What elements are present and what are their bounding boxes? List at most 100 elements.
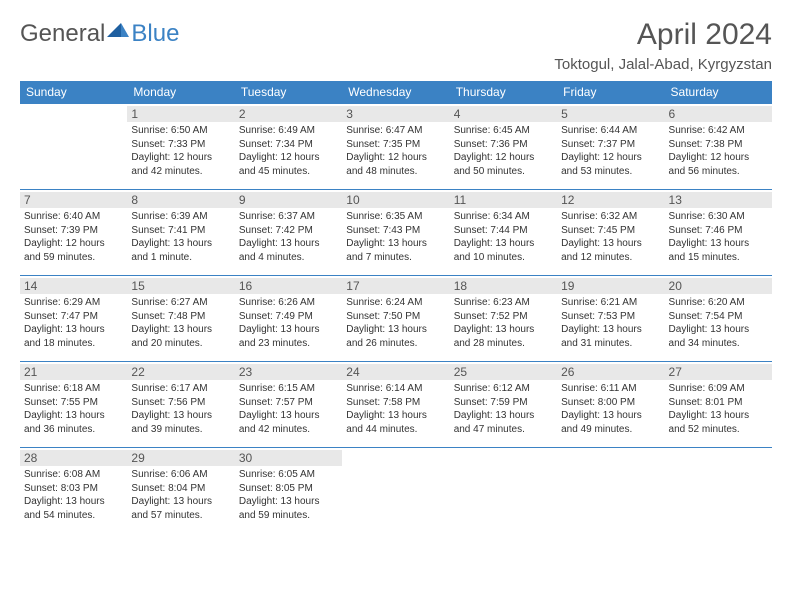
- day-number: 23: [235, 364, 342, 380]
- day-info: Sunrise: 6:42 AMSunset: 7:38 PMDaylight:…: [669, 124, 768, 178]
- day-header-row: SundayMondayTuesdayWednesdayThursdayFrid…: [20, 81, 772, 104]
- day-number: 4: [450, 106, 557, 122]
- calendar-week-row: 7Sunrise: 6:40 AMSunset: 7:39 PMDaylight…: [20, 190, 772, 276]
- day-number: 9: [235, 192, 342, 208]
- calendar-day-cell: 4 Sunrise: 6:45 AMSunset: 7:36 PMDaylight…: [450, 104, 557, 190]
- calendar-day-cell: 7Sunrise: 6:40 AMSunset: 7:39 PMDaylight…: [20, 190, 127, 276]
- day-info: Sunrise: 6:08 AMSunset: 8:03 PMDaylight:…: [24, 468, 123, 522]
- day-number: 15: [127, 278, 234, 294]
- day-info: Sunrise: 6:24 AMSunset: 7:50 PMDaylight:…: [346, 296, 445, 350]
- calendar-empty-cell: [450, 448, 557, 534]
- title-block: April 2024 Toktogul, Jalal-Abad, Kyrgyzs…: [554, 18, 772, 73]
- day-number: 16: [235, 278, 342, 294]
- header: General Blue April 2024 Toktogul, Jalal-…: [20, 18, 772, 73]
- logo: General Blue: [20, 20, 179, 48]
- day-number: 1: [127, 106, 234, 122]
- day-info: Sunrise: 6:32 AMSunset: 7:45 PMDaylight:…: [561, 210, 660, 264]
- calendar-day-cell: 22 Sunrise: 6:17 AMSunset: 7:56 PMDayligh…: [127, 362, 234, 448]
- calendar-day-cell: 27 Sunrise: 6:09 AMSunset: 8:01 PMDayligh…: [665, 362, 772, 448]
- day-info: Sunrise: 6:26 AMSunset: 7:49 PMDaylight:…: [239, 296, 338, 350]
- calendar-day-cell: 29 Sunrise: 6:06 AMSunset: 8:04 PMDayligh…: [127, 448, 234, 534]
- day-info: Sunrise: 6:06 AMSunset: 8:04 PMDaylight:…: [131, 468, 230, 522]
- day-number: 26: [557, 364, 664, 380]
- day-info: Sunrise: 6:14 AMSunset: 7:58 PMDaylight:…: [346, 382, 445, 436]
- calendar-empty-cell: [20, 104, 127, 190]
- day-number: 8: [127, 192, 234, 208]
- day-info: Sunrise: 6:49 AMSunset: 7:34 PMDaylight:…: [239, 124, 338, 178]
- day-info: Sunrise: 6:21 AMSunset: 7:53 PMDaylight:…: [561, 296, 660, 350]
- day-info: Sunrise: 6:05 AMSunset: 8:05 PMDaylight:…: [239, 468, 338, 522]
- calendar-week-row: 21Sunrise: 6:18 AMSunset: 7:55 PMDayligh…: [20, 362, 772, 448]
- calendar-day-cell: 16 Sunrise: 6:26 AMSunset: 7:49 PMDayligh…: [235, 276, 342, 362]
- calendar-day-cell: 8 Sunrise: 6:39 AMSunset: 7:41 PMDaylight…: [127, 190, 234, 276]
- calendar-day-cell: 20 Sunrise: 6:20 AMSunset: 7:54 PMDayligh…: [665, 276, 772, 362]
- day-header: Saturday: [665, 81, 772, 104]
- day-info: Sunrise: 6:09 AMSunset: 8:01 PMDaylight:…: [669, 382, 768, 436]
- month-title: April 2024: [554, 18, 772, 52]
- day-number: 14: [20, 278, 127, 294]
- calendar-empty-cell: [665, 448, 772, 534]
- calendar-week-row: 1Sunrise: 6:50 AMSunset: 7:33 PMDaylight…: [20, 104, 772, 190]
- day-info: Sunrise: 6:47 AMSunset: 7:35 PMDaylight:…: [346, 124, 445, 178]
- day-info: Sunrise: 6:17 AMSunset: 7:56 PMDaylight:…: [131, 382, 230, 436]
- day-info: Sunrise: 6:34 AMSunset: 7:44 PMDaylight:…: [454, 210, 553, 264]
- day-number: 12: [557, 192, 664, 208]
- calendar-day-cell: 13 Sunrise: 6:30 AMSunset: 7:46 PMDayligh…: [665, 190, 772, 276]
- day-header: Wednesday: [342, 81, 449, 104]
- day-number: 27: [665, 364, 772, 380]
- day-number: 17: [342, 278, 449, 294]
- logo-text-blue: Blue: [131, 20, 179, 48]
- day-info: Sunrise: 6:27 AMSunset: 7:48 PMDaylight:…: [131, 296, 230, 350]
- day-number: 19: [557, 278, 664, 294]
- day-info: Sunrise: 6:45 AMSunset: 7:36 PMDaylight:…: [454, 124, 553, 178]
- day-info: Sunrise: 6:15 AMSunset: 7:57 PMDaylight:…: [239, 382, 338, 436]
- day-info: Sunrise: 6:23 AMSunset: 7:52 PMDaylight:…: [454, 296, 553, 350]
- day-info: Sunrise: 6:37 AMSunset: 7:42 PMDaylight:…: [239, 210, 338, 264]
- day-number: 22: [127, 364, 234, 380]
- calendar-week-row: 14Sunrise: 6:29 AMSunset: 7:47 PMDayligh…: [20, 276, 772, 362]
- calendar-day-cell: 5Sunrise: 6:44 AMSunset: 7:37 PMDaylight…: [557, 104, 664, 190]
- day-number: 20: [665, 278, 772, 294]
- calendar-day-cell: 11 Sunrise: 6:34 AMSunset: 7:44 PMDayligh…: [450, 190, 557, 276]
- day-info: Sunrise: 6:40 AMSunset: 7:39 PMDaylight:…: [24, 210, 123, 264]
- calendar-day-cell: 17 Sunrise: 6:24 AMSunset: 7:50 PMDayligh…: [342, 276, 449, 362]
- day-header: Tuesday: [235, 81, 342, 104]
- calendar-day-cell: 12 Sunrise: 6:32 AMSunset: 7:45 PMDayligh…: [557, 190, 664, 276]
- calendar-table: SundayMondayTuesdayWednesdayThursdayFrid…: [20, 81, 772, 534]
- day-info: Sunrise: 6:30 AMSunset: 7:46 PMDaylight:…: [669, 210, 768, 264]
- day-number: 25: [450, 364, 557, 380]
- calendar-day-cell: 2Sunrise: 6:49 AMSunset: 7:34 PMDaylight…: [235, 104, 342, 190]
- logo-text-general: General: [20, 20, 105, 48]
- day-number: 29: [127, 450, 234, 466]
- calendar-day-cell: 19 Sunrise: 6:21 AMSunset: 7:53 PMDayligh…: [557, 276, 664, 362]
- day-header: Friday: [557, 81, 664, 104]
- calendar-day-cell: 10Sunrise: 6:35 AMSunset: 7:43 PMDayligh…: [342, 190, 449, 276]
- calendar-day-cell: 15 Sunrise: 6:27 AMSunset: 7:48 PMDayligh…: [127, 276, 234, 362]
- day-number: 30: [235, 450, 342, 466]
- day-header: Sunday: [20, 81, 127, 104]
- calendar-day-cell: 6Sunrise: 6:42 AMSunset: 7:38 PMDaylight…: [665, 104, 772, 190]
- calendar-day-cell: 26 Sunrise: 6:11 AMSunset: 8:00 PMDayligh…: [557, 362, 664, 448]
- day-header: Thursday: [450, 81, 557, 104]
- logo-triangle-icon: [107, 23, 129, 46]
- calendar-day-cell: 23 Sunrise: 6:15 AMSunset: 7:57 PMDayligh…: [235, 362, 342, 448]
- day-info: Sunrise: 6:20 AMSunset: 7:54 PMDaylight:…: [669, 296, 768, 350]
- day-number: 13: [665, 192, 772, 208]
- calendar-body: 1Sunrise: 6:50 AMSunset: 7:33 PMDaylight…: [20, 104, 772, 534]
- day-info: Sunrise: 6:18 AMSunset: 7:55 PMDaylight:…: [24, 382, 123, 436]
- day-number: 3: [342, 106, 449, 122]
- calendar-day-cell: 18Sunrise: 6:23 AMSunset: 7:52 PMDayligh…: [450, 276, 557, 362]
- calendar-day-cell: 25Sunrise: 6:12 AMSunset: 7:59 PMDayligh…: [450, 362, 557, 448]
- calendar-week-row: 28Sunrise: 6:08 AMSunset: 8:03 PMDayligh…: [20, 448, 772, 534]
- calendar-day-cell: 30 Sunrise: 6:05 AMSunset: 8:05 PMDayligh…: [235, 448, 342, 534]
- day-number: 24: [342, 364, 449, 380]
- calendar-day-cell: 28Sunrise: 6:08 AMSunset: 8:03 PMDayligh…: [20, 448, 127, 534]
- calendar-day-cell: 24 Sunrise: 6:14 AMSunset: 7:58 PMDayligh…: [342, 362, 449, 448]
- day-info: Sunrise: 6:11 AMSunset: 8:00 PMDaylight:…: [561, 382, 660, 436]
- day-number: 11: [450, 192, 557, 208]
- location: Toktogul, Jalal-Abad, Kyrgyzstan: [554, 56, 772, 73]
- calendar-empty-cell: [557, 448, 664, 534]
- day-info: Sunrise: 6:39 AMSunset: 7:41 PMDaylight:…: [131, 210, 230, 264]
- day-info: Sunrise: 6:35 AMSunset: 7:43 PMDaylight:…: [346, 210, 445, 264]
- day-number: 5: [557, 106, 664, 122]
